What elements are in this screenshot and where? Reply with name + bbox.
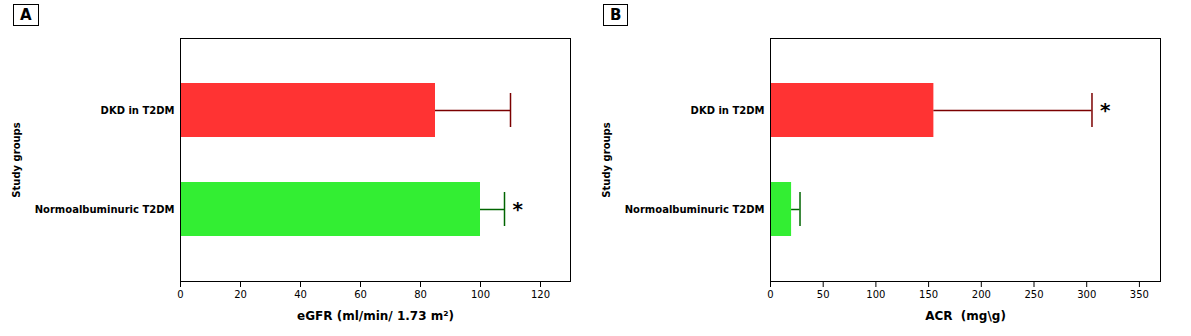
svg-text:*: *: [1100, 98, 1111, 122]
svg-text:250: 250: [1024, 289, 1043, 300]
svg-text:60: 60: [354, 289, 367, 300]
html-text:A: A: [20, 6, 32, 24]
svg-text:*: *: [513, 197, 524, 221]
svg-text:Normoalbuminuric T2DM: Normoalbuminuric T2DM: [625, 204, 765, 215]
svg-text:0: 0: [177, 289, 183, 300]
svg-text:DKD in T2DM: DKD in T2DM: [691, 105, 765, 116]
svg-text:120: 120: [531, 289, 550, 300]
svg-text:eGFR (ml/min/ 1.73 m²): eGFR (ml/min/ 1.73 m²): [297, 309, 454, 323]
svg-text:20: 20: [234, 289, 247, 300]
svg-text:Study groups: Study groups: [11, 122, 22, 197]
svg-text:Normoalbuminuric T2DM: Normoalbuminuric T2DM: [35, 204, 175, 215]
svg-text:0: 0: [767, 289, 773, 300]
svg-text:ACR (mg\g): ACR (mg\g): [925, 309, 1006, 323]
svg-text:50: 50: [817, 289, 830, 300]
svg-text:40: 40: [294, 289, 307, 300]
svg-text:200: 200: [972, 289, 991, 300]
svg-text:300: 300: [1077, 289, 1096, 300]
svg-text:100: 100: [471, 289, 490, 300]
svg-text:Study groups: Study groups: [601, 122, 612, 197]
svg-text:DKD in T2DM: DKD in T2DM: [101, 105, 175, 116]
svg-text:150: 150: [919, 289, 938, 300]
svg-text:350: 350: [1130, 289, 1149, 300]
svg-text:100: 100: [866, 289, 885, 300]
svg-text:80: 80: [414, 289, 427, 300]
html-text:B: B: [610, 6, 622, 24]
